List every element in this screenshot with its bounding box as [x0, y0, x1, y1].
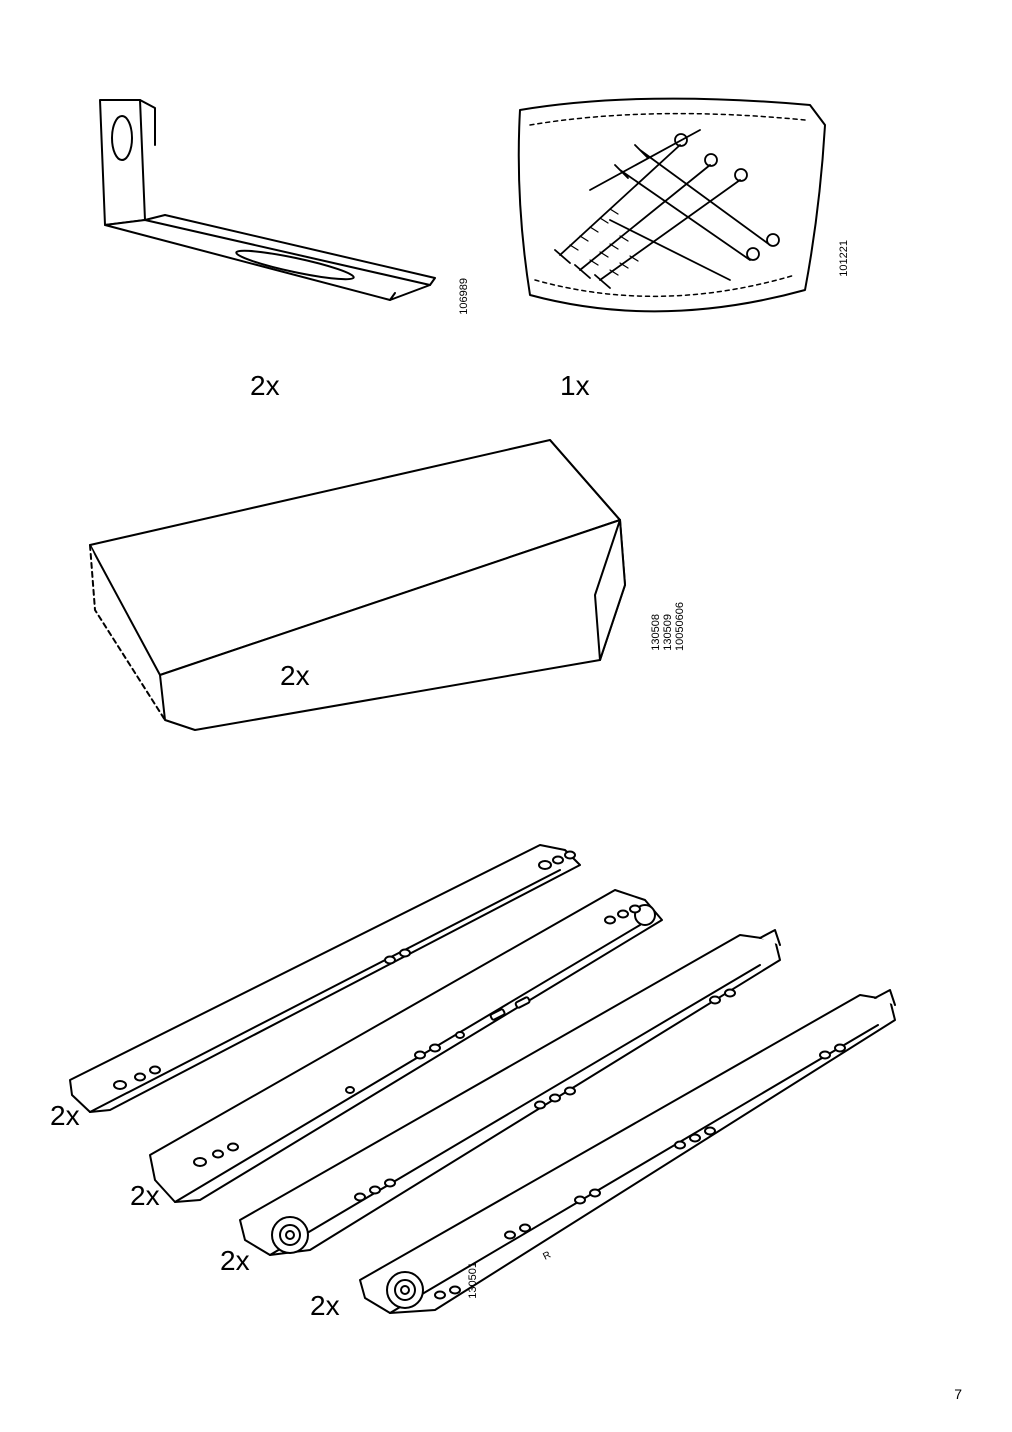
- qty-rail-c: 2x: [220, 1245, 250, 1277]
- pn-bracket: 106989: [458, 278, 470, 315]
- qty-plinth: 2x: [280, 660, 310, 692]
- qty-rail-d: 2x: [310, 1290, 340, 1322]
- plinth-illustration: [60, 430, 640, 750]
- screw-bag-illustration: [500, 80, 840, 340]
- pn-rail-d: 130501: [467, 1262, 479, 1299]
- qty-rail-b: 2x: [130, 1180, 160, 1212]
- page-number: 7: [954, 1386, 962, 1402]
- pn-plinth-1: 130508: [650, 614, 662, 651]
- drawer-rails-illustration: R: [40, 820, 910, 1320]
- pn-plinth-2: 130509: [662, 614, 674, 651]
- qty-bracket: 2x: [250, 370, 280, 402]
- pn-screwbag: 101221: [838, 240, 850, 277]
- svg-text:R: R: [541, 1250, 552, 1263]
- qty-rail-a: 2x: [50, 1100, 80, 1132]
- qty-screwbag: 1x: [560, 370, 590, 402]
- bracket-illustration: [70, 90, 450, 340]
- assembly-instruction-page: R 2x 1x 2x 2x 2x 2x 2x 106989 101221 130…: [0, 0, 1012, 1432]
- pn-plinth-3: 10050606: [674, 602, 686, 651]
